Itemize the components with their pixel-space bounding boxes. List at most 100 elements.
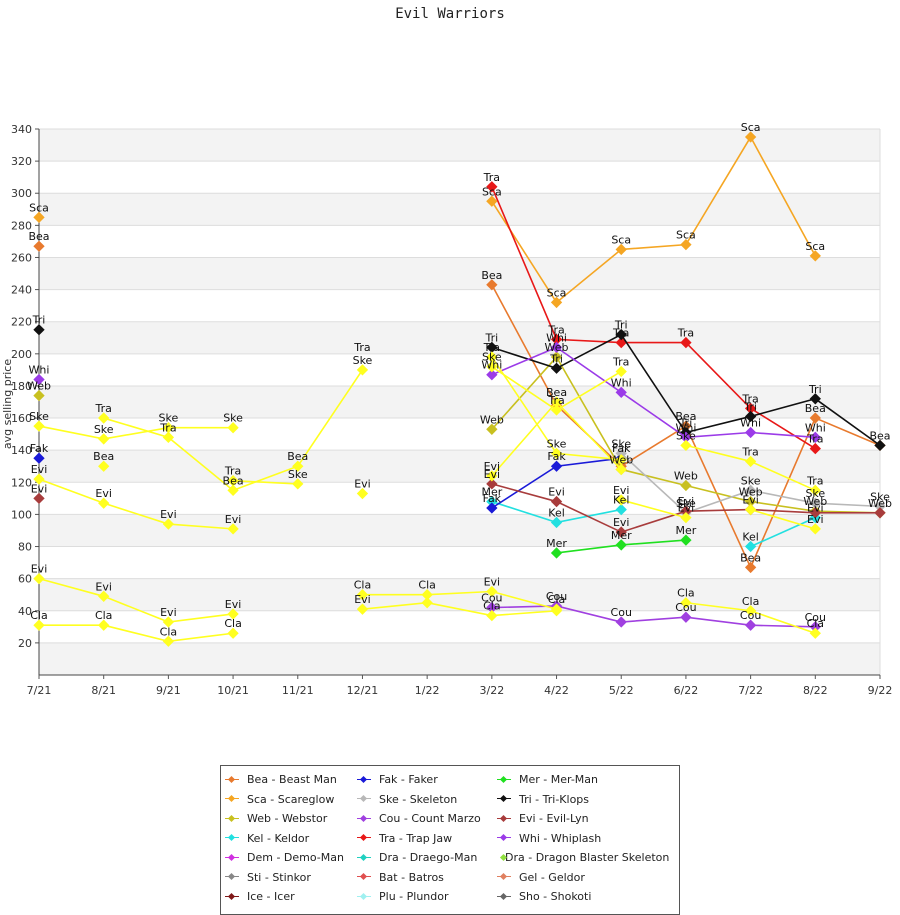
data-label: Bea (28, 230, 49, 243)
data-label: Bea (223, 474, 244, 487)
data-label: Tra (741, 392, 758, 405)
legend-item: Kel - Keldor (225, 829, 357, 849)
series-cou-point (744, 619, 757, 631)
data-label: Tra (677, 327, 694, 340)
data-label: Tri (485, 331, 499, 344)
legend-item: Bea - Beast Man (225, 770, 357, 790)
legend-swatch (225, 775, 239, 785)
data-label: Ske (223, 412, 243, 425)
y-tick-label: 140 (11, 444, 32, 457)
series-sca-point (680, 238, 692, 251)
data-label: Tra (547, 394, 564, 407)
series-y-point (162, 635, 175, 647)
legend-item: Sti - Stinkor (225, 868, 357, 888)
data-label: Fak (483, 492, 502, 505)
series-web-point (486, 423, 498, 435)
series-y-point (615, 365, 627, 378)
data-label: Ske (805, 487, 825, 500)
series-y-point (162, 518, 175, 530)
series-mer-point (550, 547, 563, 559)
series-bea-point (486, 279, 498, 291)
data-label: Tri (743, 400, 757, 413)
legend-swatch (357, 872, 371, 882)
y-tick-label: 20 (18, 637, 32, 650)
data-label: Fak (612, 442, 631, 455)
series-tri-point (744, 410, 757, 423)
series-tri-point (809, 393, 821, 405)
data-label: Kel (742, 531, 759, 544)
x-tick-label: 7/22 (738, 684, 763, 697)
series-y-point (33, 572, 45, 585)
y-tick-label: 220 (11, 316, 32, 329)
y-axis-label: avg selling price (1, 359, 14, 449)
series-y-point (744, 503, 757, 516)
series-y-point (486, 351, 498, 363)
legend-label: Ice - Icer (247, 890, 295, 904)
data-label: Evi (225, 598, 242, 611)
series-ske-point (809, 497, 821, 509)
series-y-point (292, 478, 304, 490)
series-y-line (750, 508, 816, 530)
x-tick-label: 9/21 (156, 684, 181, 697)
series-sca-point (33, 211, 45, 223)
legend-item: Mer - Mer-Man (497, 770, 657, 790)
series-kel-line (750, 516, 816, 548)
data-label: Cou (675, 601, 696, 614)
data-label: Evi (678, 495, 695, 508)
data-label: Web (27, 380, 51, 393)
series-tra-point (486, 181, 498, 193)
legend-item: Gel - Geldor (497, 868, 657, 888)
y-tick-label: 80 (18, 541, 32, 554)
x-tick-label: 6/22 (674, 684, 699, 697)
data-label: Sca (547, 286, 567, 299)
series-whi-point (809, 431, 821, 443)
series-y-point (550, 605, 563, 617)
legend-item: Dra - Dragon Blaster Skeleton (497, 848, 669, 868)
y-tick-label: 340 (11, 123, 32, 136)
data-label: Tra (741, 445, 758, 458)
legend-swatch (357, 892, 371, 902)
x-tick-label: 1/22 (415, 684, 440, 697)
legend-swatch (497, 833, 511, 843)
series-cou-point (615, 616, 627, 628)
data-label: Tra (159, 421, 176, 434)
series-whi-point (680, 431, 692, 443)
series-bea-point (744, 561, 757, 574)
series-sca-line (491, 135, 817, 304)
legend-label: Bea - Beast Man (247, 773, 337, 787)
data-label: Ske (159, 412, 179, 425)
series-y-point (227, 484, 239, 496)
data-label: Sca (611, 233, 631, 246)
legend-label: Evi - Evil-Lyn (519, 812, 589, 826)
series-kel-point (744, 540, 757, 553)
x-tick-label: 3/22 (479, 684, 504, 697)
series-y-point (744, 605, 757, 617)
data-label: Tra (483, 171, 500, 184)
legend-swatch (357, 794, 371, 804)
data-label: Bea (805, 402, 826, 415)
data-label: Cla (160, 625, 177, 638)
legend-swatch (357, 814, 371, 824)
legend-label: Tri - Tri-Klops (519, 792, 590, 806)
series-tri-point (486, 341, 498, 354)
series-y-point (486, 585, 498, 598)
legend-swatch (357, 853, 371, 863)
series-y-line (38, 577, 234, 623)
series-y-point (680, 511, 692, 524)
data-label: Cla (224, 617, 241, 630)
x-tick-label: 8/21 (91, 684, 116, 697)
legend-label: Tra - Trap Jaw (379, 831, 453, 845)
series-y-point (356, 364, 369, 376)
data-label: Evi (484, 460, 501, 473)
y-tick-label: 160 (11, 412, 32, 425)
series-y-point (550, 447, 563, 460)
grid-band (39, 385, 880, 419)
data-label: Web (545, 341, 569, 354)
data-label: Whi (29, 364, 50, 377)
data-label: Tra (224, 465, 241, 478)
data-label: Evi (678, 502, 695, 515)
series-web-point (744, 495, 757, 508)
x-tick-label: 12/21 (347, 684, 379, 697)
legend-label: Fak - Faker (379, 773, 438, 787)
series-kel-point (550, 516, 563, 529)
